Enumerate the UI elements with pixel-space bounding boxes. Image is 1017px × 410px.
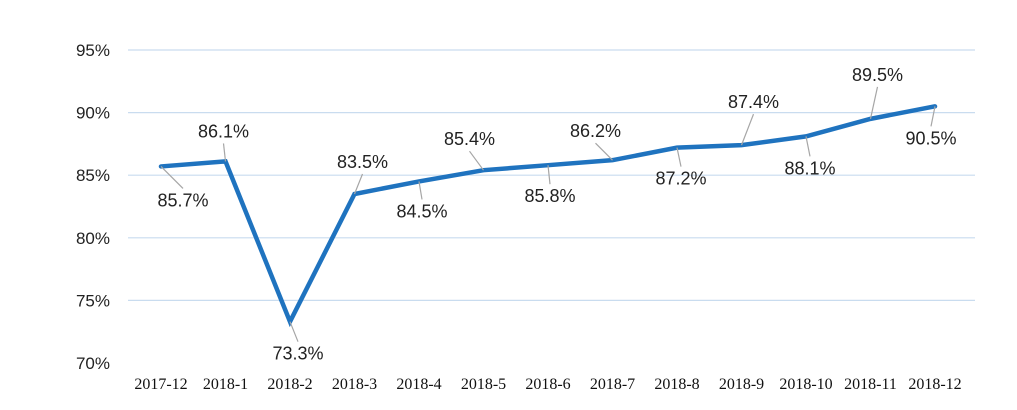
data-label-leader bbox=[740, 113, 755, 146]
data-label-leader bbox=[353, 173, 364, 195]
data-label: 87.4% bbox=[728, 92, 779, 112]
data-label-leader bbox=[418, 181, 423, 200]
data-label: 89.5% bbox=[852, 65, 903, 85]
data-label: 85.8% bbox=[524, 186, 575, 206]
data-label-leader bbox=[676, 147, 682, 167]
x-tick-label: 2018-7 bbox=[590, 376, 635, 393]
y-tick-label: 70% bbox=[76, 354, 110, 373]
data-label: 85.7% bbox=[157, 190, 208, 210]
data-label-leader bbox=[222, 143, 227, 162]
data-label-leader bbox=[547, 165, 551, 185]
data-label-leader bbox=[869, 86, 879, 119]
x-tick-label: 2017-12 bbox=[134, 376, 187, 393]
data-label-leader bbox=[469, 150, 484, 171]
y-tick-label: 80% bbox=[76, 229, 110, 248]
data-label: 88.1% bbox=[784, 158, 835, 178]
x-tick-label: 2018-1 bbox=[203, 376, 248, 393]
y-tick-label: 95% bbox=[76, 41, 110, 60]
y-tick-label: 75% bbox=[76, 291, 110, 310]
x-tick-label: 2018-12 bbox=[908, 376, 961, 393]
data-label: 84.5% bbox=[396, 201, 447, 221]
y-tick-label: 85% bbox=[76, 166, 110, 185]
data-label: 85.4% bbox=[444, 129, 495, 149]
series-line bbox=[158, 104, 938, 328]
x-tick-label: 2018-8 bbox=[654, 376, 699, 393]
y-tick-label: 90% bbox=[76, 104, 110, 123]
data-label: 87.2% bbox=[655, 169, 706, 189]
x-tick-label: 2018-4 bbox=[396, 376, 441, 393]
x-tick-label: 2018-2 bbox=[267, 376, 312, 393]
data-label-leader bbox=[289, 321, 299, 342]
data-label: 83.5% bbox=[337, 152, 388, 172]
data-label-leader bbox=[595, 142, 613, 161]
data-label-leader bbox=[805, 136, 811, 157]
x-tick-label: 2018-11 bbox=[844, 376, 897, 393]
data-label: 86.2% bbox=[570, 121, 621, 141]
x-tick-label: 2018-5 bbox=[461, 376, 506, 393]
x-tick-label: 2018-9 bbox=[719, 376, 764, 393]
data-label: 73.3% bbox=[272, 344, 323, 364]
x-tick-label: 2018-3 bbox=[332, 376, 377, 393]
data-label: 86.1% bbox=[198, 121, 249, 141]
x-tick-label: 2018-10 bbox=[779, 376, 832, 393]
data-label-leader bbox=[930, 106, 936, 127]
data-label-leader bbox=[160, 166, 184, 189]
data-label: 90.5% bbox=[905, 128, 956, 148]
x-tick-label: 2018-6 bbox=[525, 376, 570, 393]
